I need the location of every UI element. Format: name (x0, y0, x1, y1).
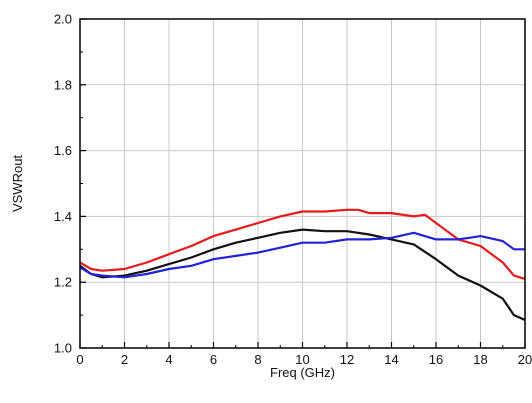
x-tick-label: 4 (165, 352, 172, 367)
series-line-2 (80, 228, 525, 322)
x-tick-label: 0 (76, 352, 83, 367)
x-tick-label: 16 (429, 352, 443, 367)
x-tick-label: 14 (384, 352, 398, 367)
y-tick-label: 1.2 (54, 275, 72, 290)
x-axis-label: Freq (GHz) (270, 365, 335, 380)
x-tick-label: 2 (121, 352, 128, 367)
grid (80, 19, 525, 348)
series-group (80, 208, 525, 322)
y-axis-label: VSWRout (10, 155, 25, 212)
x-tick-label: 18 (473, 352, 487, 367)
x-tick-label: 8 (254, 352, 261, 367)
y-tick-label: 2.0 (54, 12, 72, 27)
y-tick-label: 1.0 (54, 341, 72, 356)
x-tick-label: 10 (295, 352, 309, 367)
series-line-3 (80, 231, 525, 279)
axis-ticks: 0 2 4 6 8 10 12 14 16 18 20 1.0 1.2 1.4 1.6 1.8 2.0 (54, 12, 532, 368)
y-tick-label: 1.6 (54, 143, 72, 158)
x-tick-label: 6 (210, 352, 217, 367)
x-tick-label: 20 (518, 352, 532, 367)
y-tick-label: 1.4 (54, 209, 72, 224)
x-tick-label: 12 (340, 352, 354, 367)
y-tick-label: 1.8 (54, 77, 72, 92)
